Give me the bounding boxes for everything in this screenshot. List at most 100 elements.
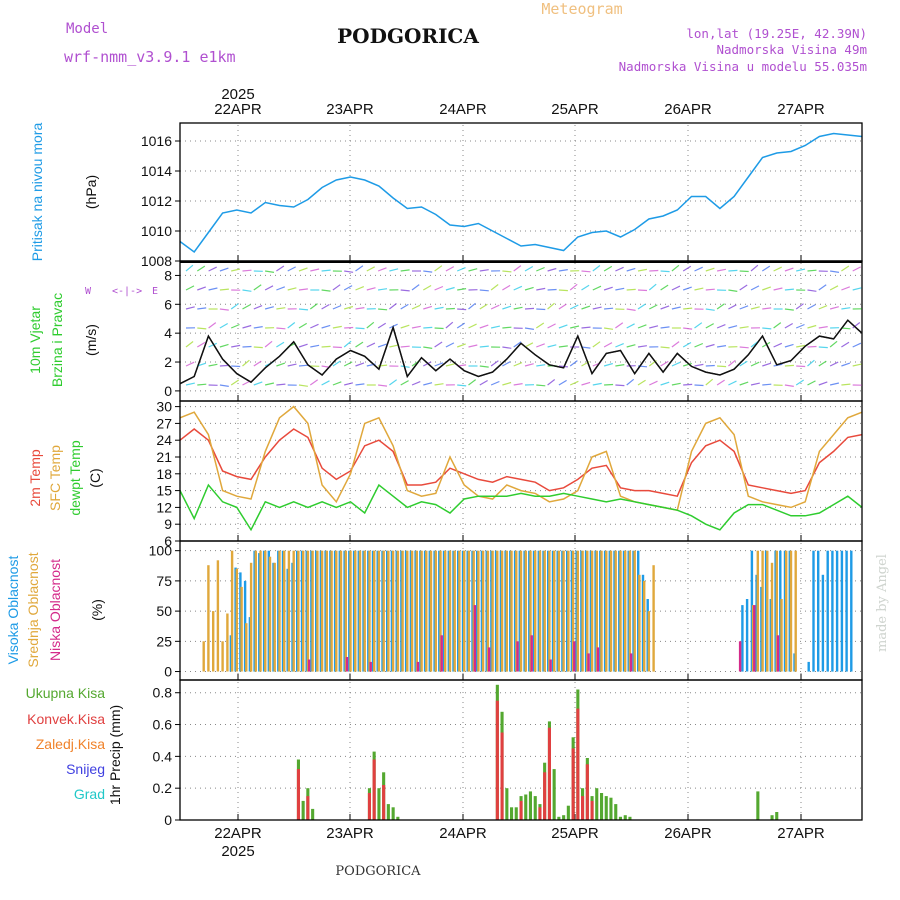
wind-arrow	[355, 307, 365, 310]
bar	[524, 794, 528, 820]
wind-arrow	[276, 265, 285, 272]
wind-arrow	[671, 361, 681, 367]
bar	[296, 769, 300, 820]
series-line	[179, 132, 863, 254]
wind-arrow	[603, 265, 613, 272]
bar	[595, 788, 599, 820]
bar	[538, 807, 542, 820]
wind-arrow	[558, 289, 568, 292]
wind-arrow	[773, 322, 782, 329]
wind-arrow	[660, 360, 669, 367]
wind-arrow	[615, 266, 624, 272]
wind-arrow	[728, 325, 738, 329]
bar	[614, 550, 617, 672]
wind-arrow	[852, 287, 862, 291]
y-tick-label: 1008	[141, 253, 172, 269]
wind-arrow	[219, 343, 229, 348]
wind-arrow	[400, 345, 410, 348]
wind-arrow	[581, 270, 591, 273]
wind-arrow	[276, 286, 286, 291]
bar	[425, 550, 428, 672]
bar	[562, 550, 565, 672]
bottom-day-label: 23APR	[326, 825, 374, 842]
bar	[316, 550, 319, 672]
wind-arrow	[818, 381, 828, 386]
y-tick-label: 27	[156, 415, 172, 431]
wind-arrow	[750, 361, 760, 367]
wind-arrow	[400, 269, 410, 272]
wind-arrow	[264, 340, 273, 348]
wind-arrow	[276, 307, 286, 310]
wind-arrow	[185, 264, 194, 272]
wind-arrow	[400, 365, 410, 368]
wind-arrow	[321, 303, 330, 310]
pressure-panel: 1008 1010 1012 1014 1016	[141, 122, 863, 269]
wind-arrow	[242, 269, 252, 272]
wind-arrow	[547, 302, 555, 310]
bar	[633, 550, 636, 672]
y-tick-label: 1010	[141, 223, 172, 239]
wind-arrow	[818, 360, 827, 367]
wind-arrow	[185, 341, 194, 348]
wind-arrow	[603, 362, 613, 367]
panel-frame	[179, 679, 863, 821]
elevation-label: Nadmorska Visina 49m	[716, 42, 867, 57]
bar	[573, 641, 576, 672]
wind-arrow	[841, 341, 850, 348]
wind-arrow	[445, 286, 455, 291]
wind-arrow	[558, 324, 568, 329]
wind-arrow	[750, 306, 760, 310]
bar	[382, 785, 386, 820]
bar	[306, 796, 310, 820]
bar	[500, 732, 504, 820]
series-line	[179, 319, 863, 385]
bar	[240, 586, 243, 672]
wind-arrow	[355, 327, 365, 330]
wind-arrow	[694, 384, 704, 387]
precip-legend-item: Ukupna Kisa	[26, 685, 106, 701]
bar	[453, 550, 456, 672]
bar	[738, 641, 742, 672]
wind-arrow	[208, 322, 217, 329]
wind-arrow	[660, 346, 670, 349]
wind-arrow	[841, 327, 851, 330]
wind-arrow	[671, 382, 681, 386]
top-day-label: 24APR	[439, 101, 487, 118]
bar	[495, 700, 499, 820]
wind-arrow	[852, 266, 861, 272]
wind-arrow	[841, 383, 851, 386]
bar	[850, 550, 853, 672]
bar	[775, 812, 779, 820]
wind-arrow	[592, 285, 602, 291]
wind-arrow	[490, 304, 500, 310]
wind-arrow	[377, 322, 387, 329]
y-tick-label: 0	[164, 383, 172, 399]
wind-arrow	[502, 346, 512, 349]
wind-arrow	[739, 270, 749, 273]
bar	[557, 550, 561, 672]
wind-arrow	[649, 304, 658, 310]
wind-arrow	[705, 364, 715, 367]
wind-arrow	[434, 306, 444, 310]
wind-arrow	[332, 325, 342, 329]
wind-arrow	[626, 308, 636, 311]
wind-arrow	[445, 321, 454, 329]
wind-arrow	[231, 365, 241, 368]
wind-arrow	[569, 283, 578, 291]
bar	[416, 661, 420, 672]
panel-frame	[179, 260, 863, 402]
bar	[826, 550, 829, 672]
bar	[543, 550, 546, 672]
wind-arrow	[276, 362, 286, 367]
wind-arrow	[807, 345, 817, 348]
bar	[618, 816, 622, 820]
bar	[566, 805, 570, 820]
cloud-panel: 0 25 50 75 100	[149, 540, 863, 681]
bar	[477, 550, 480, 672]
wind-arrow	[355, 341, 364, 348]
bar	[595, 550, 598, 672]
wind-arrow	[807, 304, 816, 310]
wind-arrow	[739, 346, 749, 349]
y-tick-label: 0	[164, 664, 172, 680]
bar	[410, 550, 414, 672]
